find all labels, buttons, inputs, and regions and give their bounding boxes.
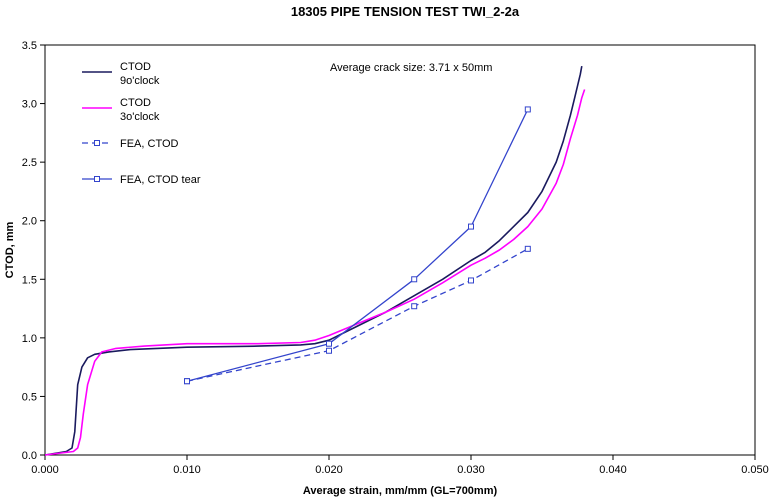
series-4-point [411,276,418,283]
series-line-4 [186,109,529,382]
plot-area [44,44,756,456]
series-line-3 [186,248,529,382]
series-line-1 [44,65,583,456]
y-tick-label: 1.0 [22,333,37,345]
legend-label-4: FEA, CTOD tear [120,174,201,186]
legend-label-1: CTOD 9o'clock [120,61,160,87]
series-4-point [326,340,332,347]
x-tick-label: 0.010 [173,464,201,476]
y-axis: 0.0 0.5 1.0 1.5 2.0 2.5 3.0 3.5 [22,40,45,462]
series-layer [44,65,586,456]
legend: CTOD 9o'clock CTOD 3o'clock FEA, CTOD FEA, CT… [82,61,201,186]
series-3-point [468,277,474,284]
series-line-2 [44,89,586,456]
x-tick-label: 0.050 [741,464,769,476]
x-tick-label: 0.040 [599,464,627,476]
series-3-point [411,303,418,310]
y-tick-label: 2.5 [22,157,37,169]
y-tick-label: 1.5 [22,274,37,286]
legend-label-2: CTOD 3o'clock [120,97,160,123]
legend-marker-3 [94,140,100,146]
chart-title: 18305 PIPE TENSION TEST TWI_2-2a [291,4,520,19]
x-axis: 0.000 0.010 0.020 0.030 0.040 0.050 [31,455,769,476]
x-tick-label: 0.020 [315,464,343,476]
legend-label-3: FEA, CTOD [120,138,179,150]
legend-marker-4 [94,176,100,182]
plot-border [44,44,756,456]
x-axis-title: Average strain, mm/mm (GL=700mm) [303,485,498,497]
series-4-point [468,223,474,230]
y-tick-label: 3.5 [22,40,37,52]
x-tick-label: 0.030 [457,464,485,476]
y-axis-title: CTOD, mm [4,221,16,278]
series-3-point [524,245,531,252]
y-tick-label: 0.5 [22,391,37,403]
annotation-crack-size: Average crack size: 3.71 x 50mm [330,62,492,74]
y-tick-label: 0.0 [22,450,37,462]
series-4-point [184,378,190,385]
y-tick-label: 2.0 [22,216,37,228]
x-tick-label: 0.000 [31,464,59,476]
y-tick-label: 3.0 [22,99,37,111]
series-3-point [326,347,332,354]
series-4-point [524,106,531,113]
